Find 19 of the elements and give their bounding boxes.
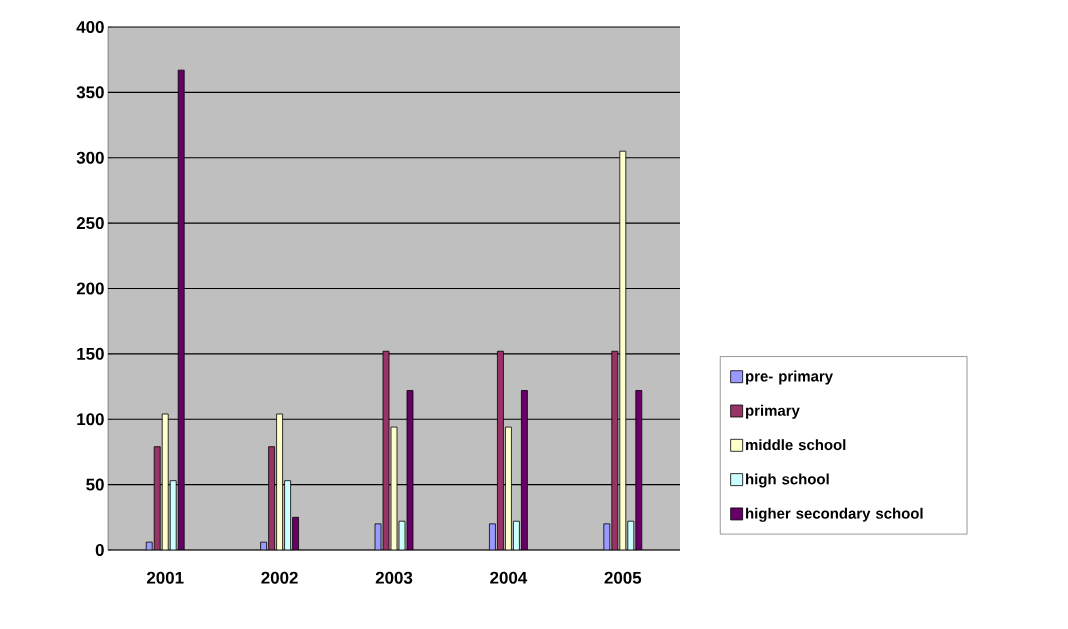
x-tick-label: 2002 (261, 571, 298, 584)
legend-label: middle school (746, 439, 846, 451)
y-tick-label: 350 (76, 86, 104, 99)
legend-label: high school (746, 473, 829, 488)
x-tick-label: 2004 (490, 571, 528, 584)
x-tick-label: 2001 (146, 571, 184, 584)
legend-label: pre- primary (746, 370, 833, 385)
legend-label: primary (746, 404, 800, 419)
y-tick-label: 100 (77, 413, 104, 426)
y-tick-label: 0 (95, 543, 104, 556)
y-tick-label: 200 (76, 282, 104, 295)
y-tick-label: 250 (76, 217, 104, 230)
legend-label: higher secondary school (746, 507, 923, 522)
y-tick-label: 50 (86, 478, 104, 491)
x-tick-label: 2005 (604, 571, 642, 584)
y-tick-label: 150 (77, 347, 104, 360)
y-tick-label: 300 (76, 151, 104, 164)
x-tick-label: 2003 (375, 571, 413, 584)
y-tick-label: 400 (76, 20, 104, 33)
